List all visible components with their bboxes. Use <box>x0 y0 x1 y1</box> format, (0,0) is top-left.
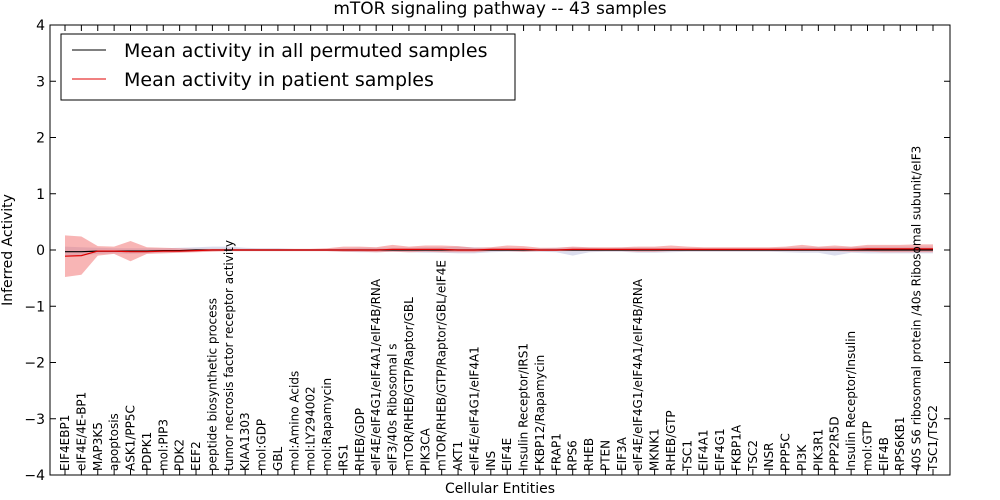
x-tick-label: PPP5C <box>779 433 793 471</box>
x-tick-label: INSR <box>762 443 776 471</box>
x-tick-label: MAP3K5 <box>91 422 105 471</box>
y-tick-label: −2 <box>24 356 45 372</box>
x-tick-label: eIF3/40s Ribosomal s <box>386 343 400 471</box>
chart-title: mTOR signaling pathway -- 43 samples <box>333 0 666 19</box>
x-tick-label: PIK3CA <box>418 427 432 471</box>
x-tick-label: FKBP12/Rapamycin <box>533 355 547 471</box>
x-tick-label: mol:Rapamycin <box>320 378 334 471</box>
x-tick-label: tumor necrosis factor receptor activity <box>222 240 236 471</box>
x-tick-label: TSC2 <box>746 440 760 472</box>
legend-label-permuted: Mean activity in all permuted samples <box>124 40 487 62</box>
x-tick-label: EIF4EBP1 <box>58 415 72 471</box>
confidence-bands <box>65 235 933 277</box>
y-tick-label: 0 <box>36 243 45 259</box>
x-tick-label: eIF4E/eIF4G1/eIF4A1/eIF4B/RNA <box>369 278 383 471</box>
x-tick-label: PI3K <box>795 444 809 471</box>
tick-labels: −4 −3 −2 −1 0 1 2 3 4 <box>24 18 45 484</box>
x-tick-label: FRAP1 <box>549 433 563 471</box>
x-tick-label: FKBP1A <box>729 424 743 471</box>
x-tick-label: EIF3A <box>615 436 629 471</box>
x-tick-label: 40S S6 ribosomal protein /40s Ribosomal … <box>910 146 924 471</box>
y-tick-label: 2 <box>36 131 45 147</box>
x-tick-label: RHEB/GDP <box>353 408 367 471</box>
x-tick-label: EIF4G1 <box>713 428 727 471</box>
x-tick-label: mTOR/RHEB/GTP/Raptor/GBL <box>402 297 416 471</box>
x-tick-label: PPP2R5D <box>828 416 842 471</box>
y-tick-label: −3 <box>24 412 45 428</box>
legend-label-patient: Mean activity in patient samples <box>124 69 434 91</box>
x-tick-label: ASK1/PP5C <box>124 405 138 471</box>
x-tick-label: mol:LY294002 <box>304 386 318 471</box>
x-tick-label: RPS6 <box>566 440 580 471</box>
x-tick-label: PDPK1 <box>140 432 154 471</box>
x-tick-label: EIF4E <box>500 438 514 471</box>
y-tick-label: 1 <box>36 187 45 203</box>
legend-box <box>60 33 516 101</box>
series-lines <box>64 248 933 257</box>
y-axis-label: Inferred Activity <box>0 194 16 306</box>
x-tick-label: eIF4E/eIF4G1/eIF4A1/eIF4B/RNA <box>631 278 645 471</box>
x-tick-label: GBL <box>271 446 285 471</box>
x-tick-label: Insulin Receptor/IRS1 <box>517 343 531 471</box>
band-series-1 <box>65 235 933 277</box>
x-tick-label: mol:GDP <box>255 419 269 471</box>
x-tick-label: INS <box>484 451 498 471</box>
x-tick-label: PIK3R1 <box>811 429 825 471</box>
x-tick-label: apoptosis <box>107 413 121 471</box>
x-tick-label: EIF4B <box>877 437 891 471</box>
y-tick-label: −1 <box>24 299 45 315</box>
x-tick-label: Insulin Receptor/Insulin <box>844 331 858 471</box>
legend: Mean activity in all permuted samples Me… <box>60 33 516 101</box>
x-tick-label: RHEB/GTP <box>664 410 678 471</box>
x-tick-label: MKNK1 <box>648 428 662 471</box>
y-tick-label: 3 <box>36 74 45 90</box>
line-series-1 <box>64 248 933 257</box>
axis-ticks <box>50 24 950 476</box>
x-tick-label: EIF4A1 <box>697 429 711 471</box>
x-tick-label: peptide biosynthetic process <box>205 298 219 471</box>
category-labels: EIF4EBP1 eIF4E/4E-BP1 MAP3K5 apoptosis ASK1/… <box>58 146 940 472</box>
y-tick-label: −4 <box>24 468 45 484</box>
x-tick-label: mol:GTP <box>860 421 874 471</box>
x-tick-label: EEF2 <box>189 441 203 471</box>
x-axis-label: Cellular Entities <box>445 481 555 497</box>
x-tick-label: IRS1 <box>336 444 350 471</box>
x-tick-label: mol:Amino Acids <box>287 371 301 471</box>
x-tick-label: mol:PIP3 <box>156 419 170 471</box>
y-tick-label: 4 <box>36 18 45 34</box>
x-tick-label: eIF4E/eIF4G1/eIF4A1 <box>467 346 481 471</box>
x-tick-label: mTOR/RHEB/GTP/Raptor/GBL/eIF4E <box>435 260 449 471</box>
x-tick-label: TSC1 <box>680 440 694 472</box>
x-tick-label: PDK2 <box>173 439 187 471</box>
x-tick-label: KIAA1303 <box>238 412 252 471</box>
x-tick-label: RHEB <box>582 438 596 471</box>
x-tick-label: TSC1/TSC2 <box>926 405 940 472</box>
x-tick-label: eIF4E/4E-BP1 <box>74 392 88 471</box>
x-tick-label: AKT1 <box>451 441 465 471</box>
x-tick-label: PTEN <box>598 440 612 471</box>
x-tick-label: RPS6KB1 <box>893 416 907 471</box>
